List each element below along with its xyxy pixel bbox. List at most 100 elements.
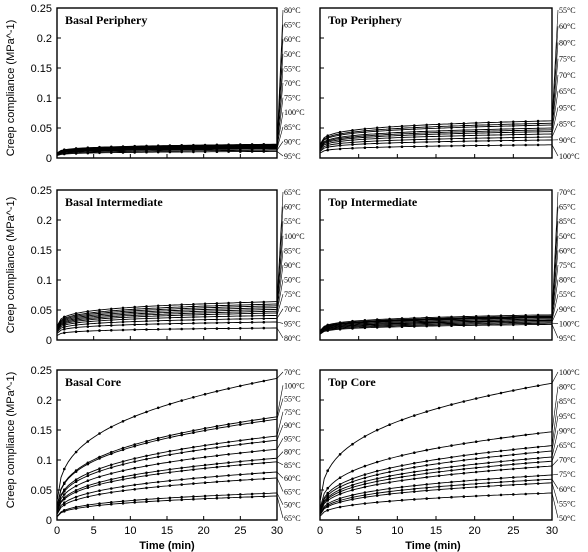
- data-point: [262, 492, 266, 495]
- data-point: [400, 325, 404, 329]
- data-point: [487, 136, 490, 140]
- series-label: 95°C: [559, 412, 576, 421]
- data-point: [400, 472, 404, 476]
- data-point: [156, 480, 160, 484]
- data-point: [338, 133, 342, 137]
- series-label: 55°C: [284, 64, 301, 73]
- data-point: [326, 145, 330, 149]
- data-point: [227, 321, 230, 325]
- data-point: [203, 447, 207, 451]
- label-leader: [276, 308, 284, 319]
- data-point: [462, 471, 466, 475]
- data-point: [375, 142, 379, 145]
- data-point: [450, 487, 453, 490]
- data-point: [338, 327, 342, 331]
- label-leader: [276, 438, 284, 450]
- data-point: [86, 495, 90, 499]
- x-tick-label: 25: [507, 525, 519, 537]
- data-point: [450, 137, 453, 140]
- data-point: [512, 483, 515, 487]
- data-point: [437, 496, 441, 500]
- label-leader: [551, 459, 559, 467]
- data-point: [227, 425, 230, 428]
- data-point: [86, 505, 90, 509]
- data-point: [192, 445, 195, 449]
- label-leader: [276, 385, 284, 417]
- data-point: [536, 445, 540, 449]
- data-point: [413, 461, 416, 465]
- data-point: [86, 486, 90, 490]
- data-point: [145, 464, 148, 468]
- data-point: [462, 137, 466, 140]
- data-point: [192, 396, 195, 399]
- data-point: [425, 472, 429, 475]
- label-leader: [276, 250, 284, 310]
- data-point: [388, 125, 391, 129]
- label-leader: [551, 479, 559, 489]
- data-point: [239, 301, 242, 304]
- data-point: [512, 124, 515, 128]
- data-point: [215, 446, 219, 449]
- series-line: [57, 317, 278, 333]
- data-point: [192, 327, 195, 331]
- data-point: [400, 485, 404, 489]
- data-point: [74, 507, 78, 510]
- series-line: [319, 382, 553, 500]
- data-point: [388, 145, 391, 149]
- label-leader: [276, 321, 284, 324]
- data-point: [227, 496, 230, 500]
- data-point: [215, 390, 219, 393]
- data-point: [512, 453, 515, 457]
- data-point: [98, 467, 101, 471]
- label-leader: [551, 371, 559, 384]
- data-point: [487, 484, 490, 488]
- data-point: [487, 469, 490, 473]
- series-label: 75°C: [559, 470, 576, 479]
- x-tick-label: 30: [546, 525, 558, 537]
- data-point: [413, 470, 416, 474]
- data-point: [450, 456, 453, 459]
- data-point: [192, 477, 195, 480]
- data-point: [413, 473, 416, 477]
- data-point: [326, 486, 330, 490]
- data-point: [499, 139, 503, 142]
- data-point: [86, 310, 90, 313]
- data-point: [86, 474, 90, 478]
- y-tick-label: 0.25: [31, 185, 52, 197]
- data-point: [462, 486, 466, 490]
- data-point: [524, 120, 527, 123]
- series-line: [320, 482, 553, 515]
- data-point: [425, 464, 429, 467]
- data-point: [499, 484, 503, 487]
- data-point: [326, 329, 330, 332]
- data-point: [145, 328, 148, 331]
- series-line: [57, 303, 278, 327]
- data-point: [168, 479, 172, 483]
- data-point: [363, 464, 367, 468]
- data-point: [388, 474, 391, 478]
- data-point: [133, 315, 136, 319]
- series-label: 70°C: [284, 305, 301, 314]
- data-point: [250, 462, 254, 466]
- data-point: [145, 457, 148, 461]
- data-point: [462, 400, 466, 403]
- data-point: [524, 136, 527, 139]
- data-point: [121, 478, 125, 481]
- data-point: [156, 499, 160, 503]
- label-leader: [551, 26, 559, 124]
- data-point: [145, 150, 148, 154]
- data-point: [145, 441, 148, 445]
- series-label: 65°C: [559, 87, 576, 96]
- label-leader: [551, 473, 559, 476]
- data-point: [536, 138, 540, 142]
- data-point: [363, 482, 367, 486]
- data-point: [133, 460, 136, 463]
- data-point: [462, 144, 466, 147]
- data-point: [437, 474, 441, 478]
- data-point: [192, 457, 195, 461]
- data-point: [400, 134, 404, 137]
- data-point: [437, 324, 441, 328]
- data-point: [133, 328, 136, 332]
- data-point: [156, 328, 160, 331]
- data-point: [536, 323, 540, 326]
